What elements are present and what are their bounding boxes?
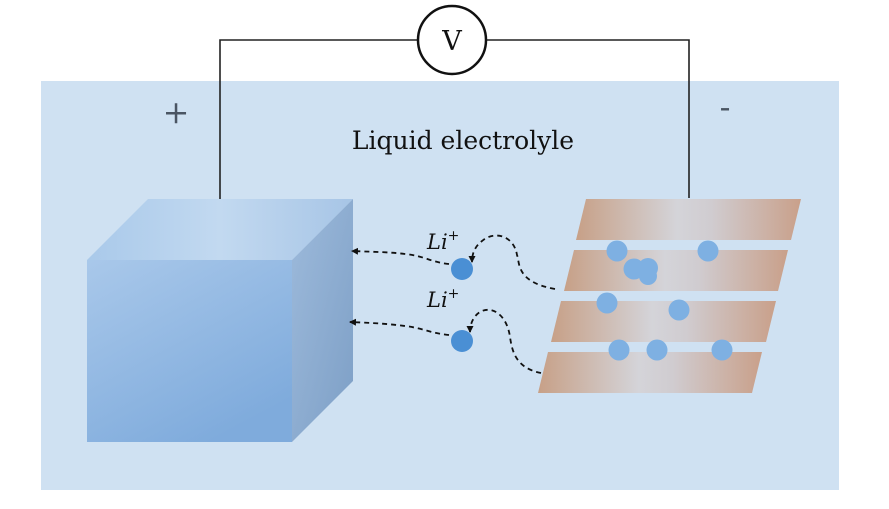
voltmeter-circle [416,4,488,76]
positive-terminal-sign: + [163,93,190,131]
voltmeter: V [416,4,488,76]
lithium-ion-lower [451,330,473,352]
anode-layer [538,352,762,393]
electrolyte-label: Liquid electrolyle [352,126,574,155]
ion-charge: + [448,228,460,244]
ion-paths [349,234,556,374]
circuit-wire [219,39,690,228]
anode-layer [564,250,788,291]
cathode-front-face [87,260,292,442]
ion-path-upper-deintercalation [468,234,556,290]
cathode-side-face [292,199,353,442]
ion-path-lower-deintercalation [466,308,542,374]
intercalated-ion [596,292,618,314]
ion-label-upper: Li+ [426,228,459,254]
intercalated-ions [596,240,733,361]
anode-layer [576,199,801,240]
ion-charge: + [448,286,460,302]
intercalated-ion [606,240,628,262]
cathode-cube [87,199,353,442]
ion-path-upper-migration [351,247,450,265]
intercalated-ion [608,339,630,361]
anode-layer [551,301,776,342]
cathode-top-face [87,199,353,260]
ion-label-lower: Li+ [426,286,459,312]
intercalated-ion [646,339,668,361]
intercalated-ion [668,299,690,321]
intercalated-ion [639,267,657,285]
lithium-ion-upper [451,258,473,280]
intercalated-ion [711,339,733,361]
negative-terminal-sign: - [720,88,731,126]
intercalated-ion [697,240,719,262]
voltmeter-label: V [441,26,462,57]
